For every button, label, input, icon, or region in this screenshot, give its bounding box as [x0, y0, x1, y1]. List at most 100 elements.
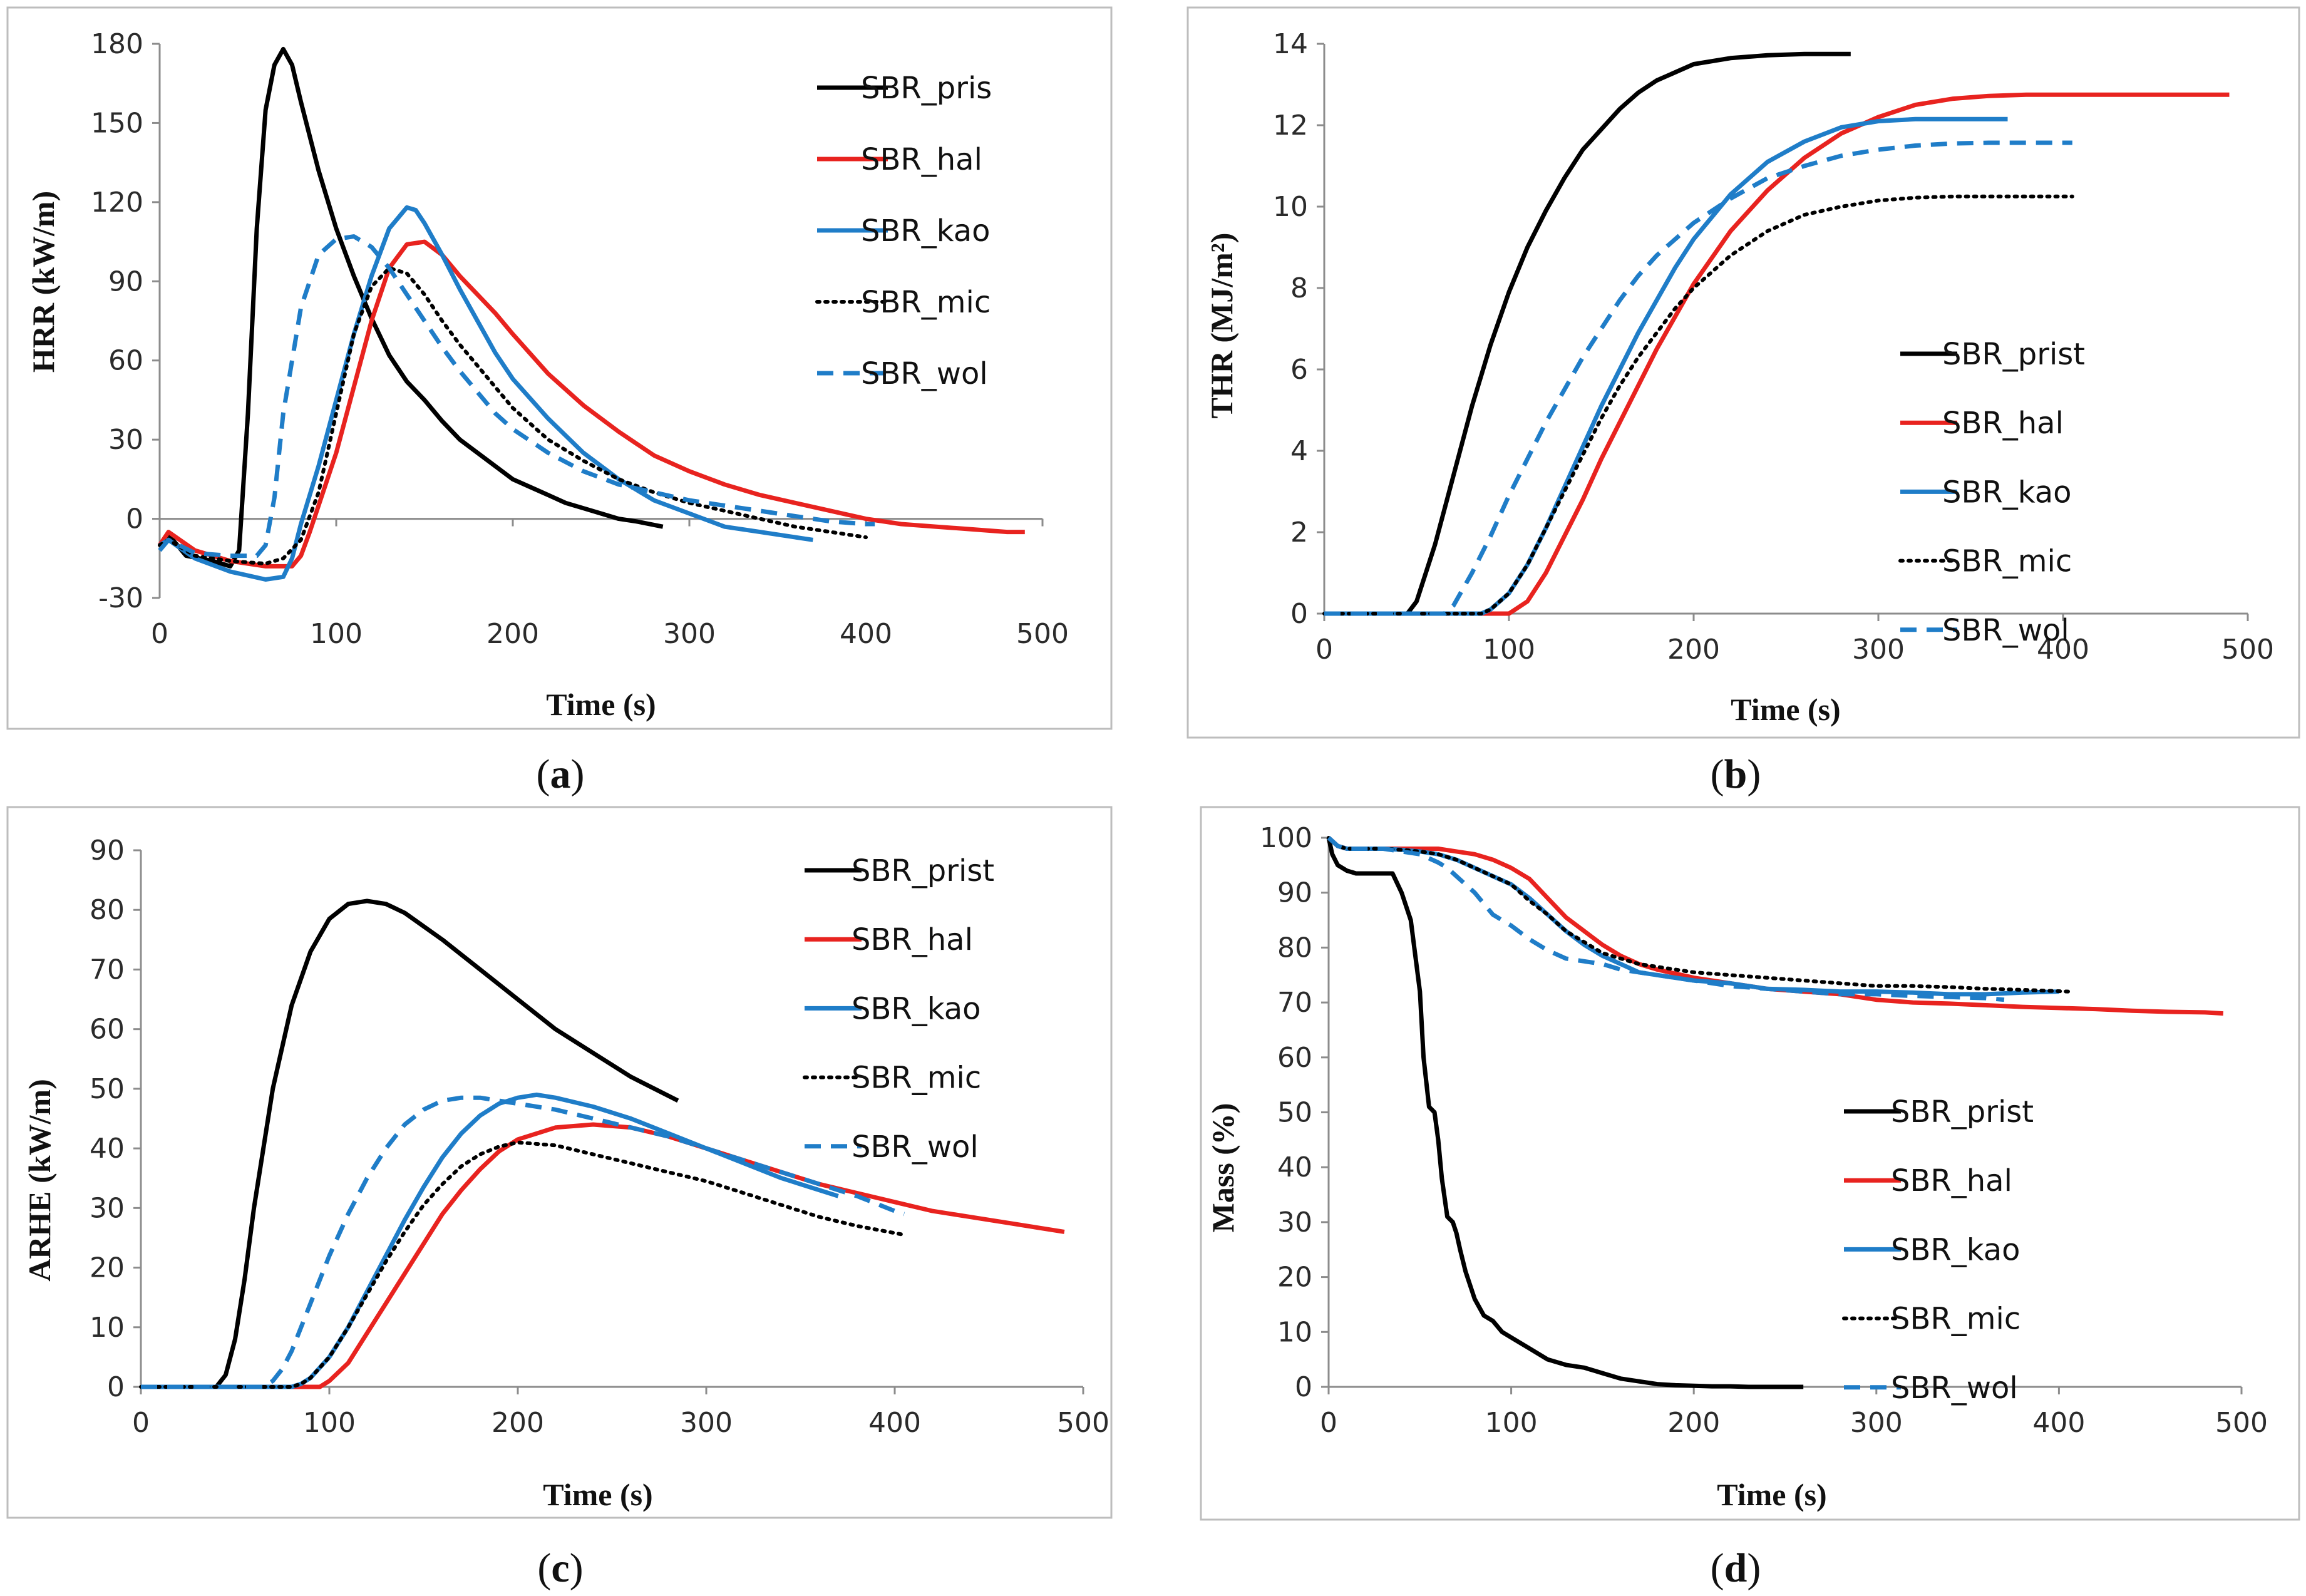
x-tick-label: 100	[310, 618, 363, 650]
y-tick-label: 0	[126, 503, 143, 535]
panel-b-frame	[1186, 6, 2300, 739]
panel-a-frame	[6, 6, 1113, 730]
series-line-sbr-mic	[1322, 194, 2074, 615]
y-tick-label: 90	[108, 265, 143, 297]
x-tick-label: 500	[2221, 634, 2274, 666]
legend-label: SBR_wol	[1891, 1371, 2018, 1406]
x-tick-label: 400	[840, 618, 892, 650]
chart-panel-c: 0 10 20 30 40 50 60 70 80 90 0 100 200 300 400 500 SBR_p…	[6, 806, 1113, 1591]
legend-label: SBR_kao	[1942, 475, 2071, 510]
x-tick-label: 400	[868, 1407, 921, 1439]
panel-a-caption-letter: a	[550, 751, 571, 797]
y-tick-label: 150	[91, 107, 143, 139]
series-line-sbr-mic	[1327, 836, 2070, 994]
y-tick-label: 50	[90, 1073, 125, 1105]
panel-d-x-axis-title: Time (s)	[1717, 1477, 1826, 1512]
legend-label: SBR_kao	[861, 214, 990, 249]
y-tick-label: 60	[108, 345, 143, 377]
x-tick-label: 200	[1667, 634, 1720, 666]
x-tick-label: 100	[1485, 1407, 1538, 1439]
panel-a-y-axis-title: HRR (kW/m)	[26, 191, 61, 373]
y-tick-label: 30	[1277, 1207, 1312, 1238]
panel-b-x-axis-title: Time (s)	[1731, 692, 1840, 727]
y-tick-label: 0	[1295, 1371, 1312, 1403]
legend-label: SBR_wol	[852, 1130, 979, 1165]
series-line-sbr-prist	[1324, 51, 1851, 616]
y-tick-label: 60	[1277, 1042, 1312, 1074]
x-tick-label: 300	[1850, 1407, 1903, 1439]
panel-a-caption: (a)	[537, 751, 585, 797]
y-tick-label: 30	[108, 424, 143, 456]
y-tick-label: 10	[1277, 1316, 1312, 1348]
y-tick-label: 90	[1277, 877, 1312, 909]
chart-panel-b: 0 2 4 6 8 10 12 14 0 100 200 300 400 500 SBR_prist SBR_…	[1186, 6, 2300, 797]
legend-label: SBR_mic	[1891, 1302, 2020, 1337]
panel-a-x-axis-title: Time (s)	[546, 687, 656, 722]
series-line-sbr-hal	[141, 1122, 1065, 1389]
x-tick-label: 500	[1016, 618, 1069, 650]
y-tick-label: 6	[1290, 354, 1308, 386]
panel-d-frame	[1200, 806, 2300, 1521]
legend-label: SBR_wol	[861, 356, 988, 391]
legend-label: SBR_hal	[1942, 406, 2064, 441]
y-tick-label: 40	[1277, 1151, 1312, 1183]
x-tick-label: 400	[2037, 634, 2089, 666]
series-line-sbr-kao	[158, 205, 813, 582]
x-tick-label: 500	[2215, 1407, 2268, 1439]
y-tick-label: 70	[90, 954, 125, 986]
panel-b-caption-letter: b	[1724, 751, 1748, 797]
y-tick-label: 20	[90, 1252, 125, 1284]
legend-label: SBR_prist	[852, 853, 994, 888]
y-tick-label: 80	[90, 894, 125, 926]
y-tick-label: 2	[1290, 517, 1308, 548]
panel-c-x-axis-title: Time (s)	[543, 1477, 652, 1512]
y-tick-label: 10	[90, 1312, 125, 1344]
x-tick-label: 300	[663, 618, 716, 650]
panel-c-frame	[6, 806, 1113, 1519]
y-tick-label: 8	[1290, 272, 1308, 304]
series-line-sbr-mic	[158, 266, 868, 566]
legend-label: SBR_pris	[861, 71, 992, 106]
y-tick-label: 12	[1273, 110, 1308, 142]
series-line-sbr-wol	[158, 234, 875, 559]
legend-label: SBR_hal	[852, 922, 973, 957]
legend-label: SBR_mic	[861, 285, 991, 320]
panel-d-caption: (d)	[1711, 1545, 1761, 1591]
chart-panel-d: 0 10 20 30 40 50 60 70 80 90 100 0 100 200 300 400 500 SB…	[1200, 806, 2300, 1591]
y-tick-label: -30	[98, 582, 143, 614]
y-tick-label: 14	[1273, 28, 1308, 60]
panel-b-y-axis-title: THR (MJ/m²)	[1204, 233, 1239, 419]
y-tick-label: 70	[1277, 987, 1312, 1019]
series-line-sbr-prist	[1326, 837, 1804, 1389]
y-tick-label: 60	[90, 1014, 125, 1046]
y-tick-label: 100	[1260, 822, 1312, 854]
x-tick-label: 200	[1667, 1407, 1720, 1439]
x-tick-label: 0	[1315, 634, 1333, 666]
legend-label: SBR_wol	[1942, 613, 2069, 648]
x-tick-label: 200	[486, 618, 539, 650]
series-line-sbr-wol	[141, 1095, 905, 1389]
y-tick-label: 20	[1277, 1262, 1312, 1294]
x-tick-label: 100	[303, 1407, 356, 1439]
x-tick-label: 0	[1320, 1407, 1337, 1439]
y-tick-label: 10	[1273, 191, 1308, 223]
legend-label: SBR_mic	[852, 1061, 981, 1096]
legend-label: SBR_prist	[1891, 1094, 2034, 1130]
y-tick-label: 0	[1290, 598, 1308, 630]
panel-c-caption: (c)	[537, 1545, 583, 1591]
series-line-sbr-mic	[139, 1140, 907, 1389]
y-tick-label: 120	[91, 187, 143, 219]
panel-d-caption-letter: d	[1724, 1545, 1748, 1591]
panel-c-caption-letter: c	[551, 1545, 569, 1591]
y-tick-label: 80	[1277, 932, 1312, 964]
y-tick-label: 30	[90, 1192, 125, 1224]
x-tick-label: 400	[2032, 1407, 2085, 1439]
x-tick-label: 300	[680, 1407, 733, 1439]
y-tick-label: 180	[91, 28, 143, 60]
series-line-sbr-wol	[1327, 836, 2005, 1002]
series-line-sbr-hal	[158, 239, 1025, 569]
y-tick-label: 4	[1290, 435, 1308, 467]
